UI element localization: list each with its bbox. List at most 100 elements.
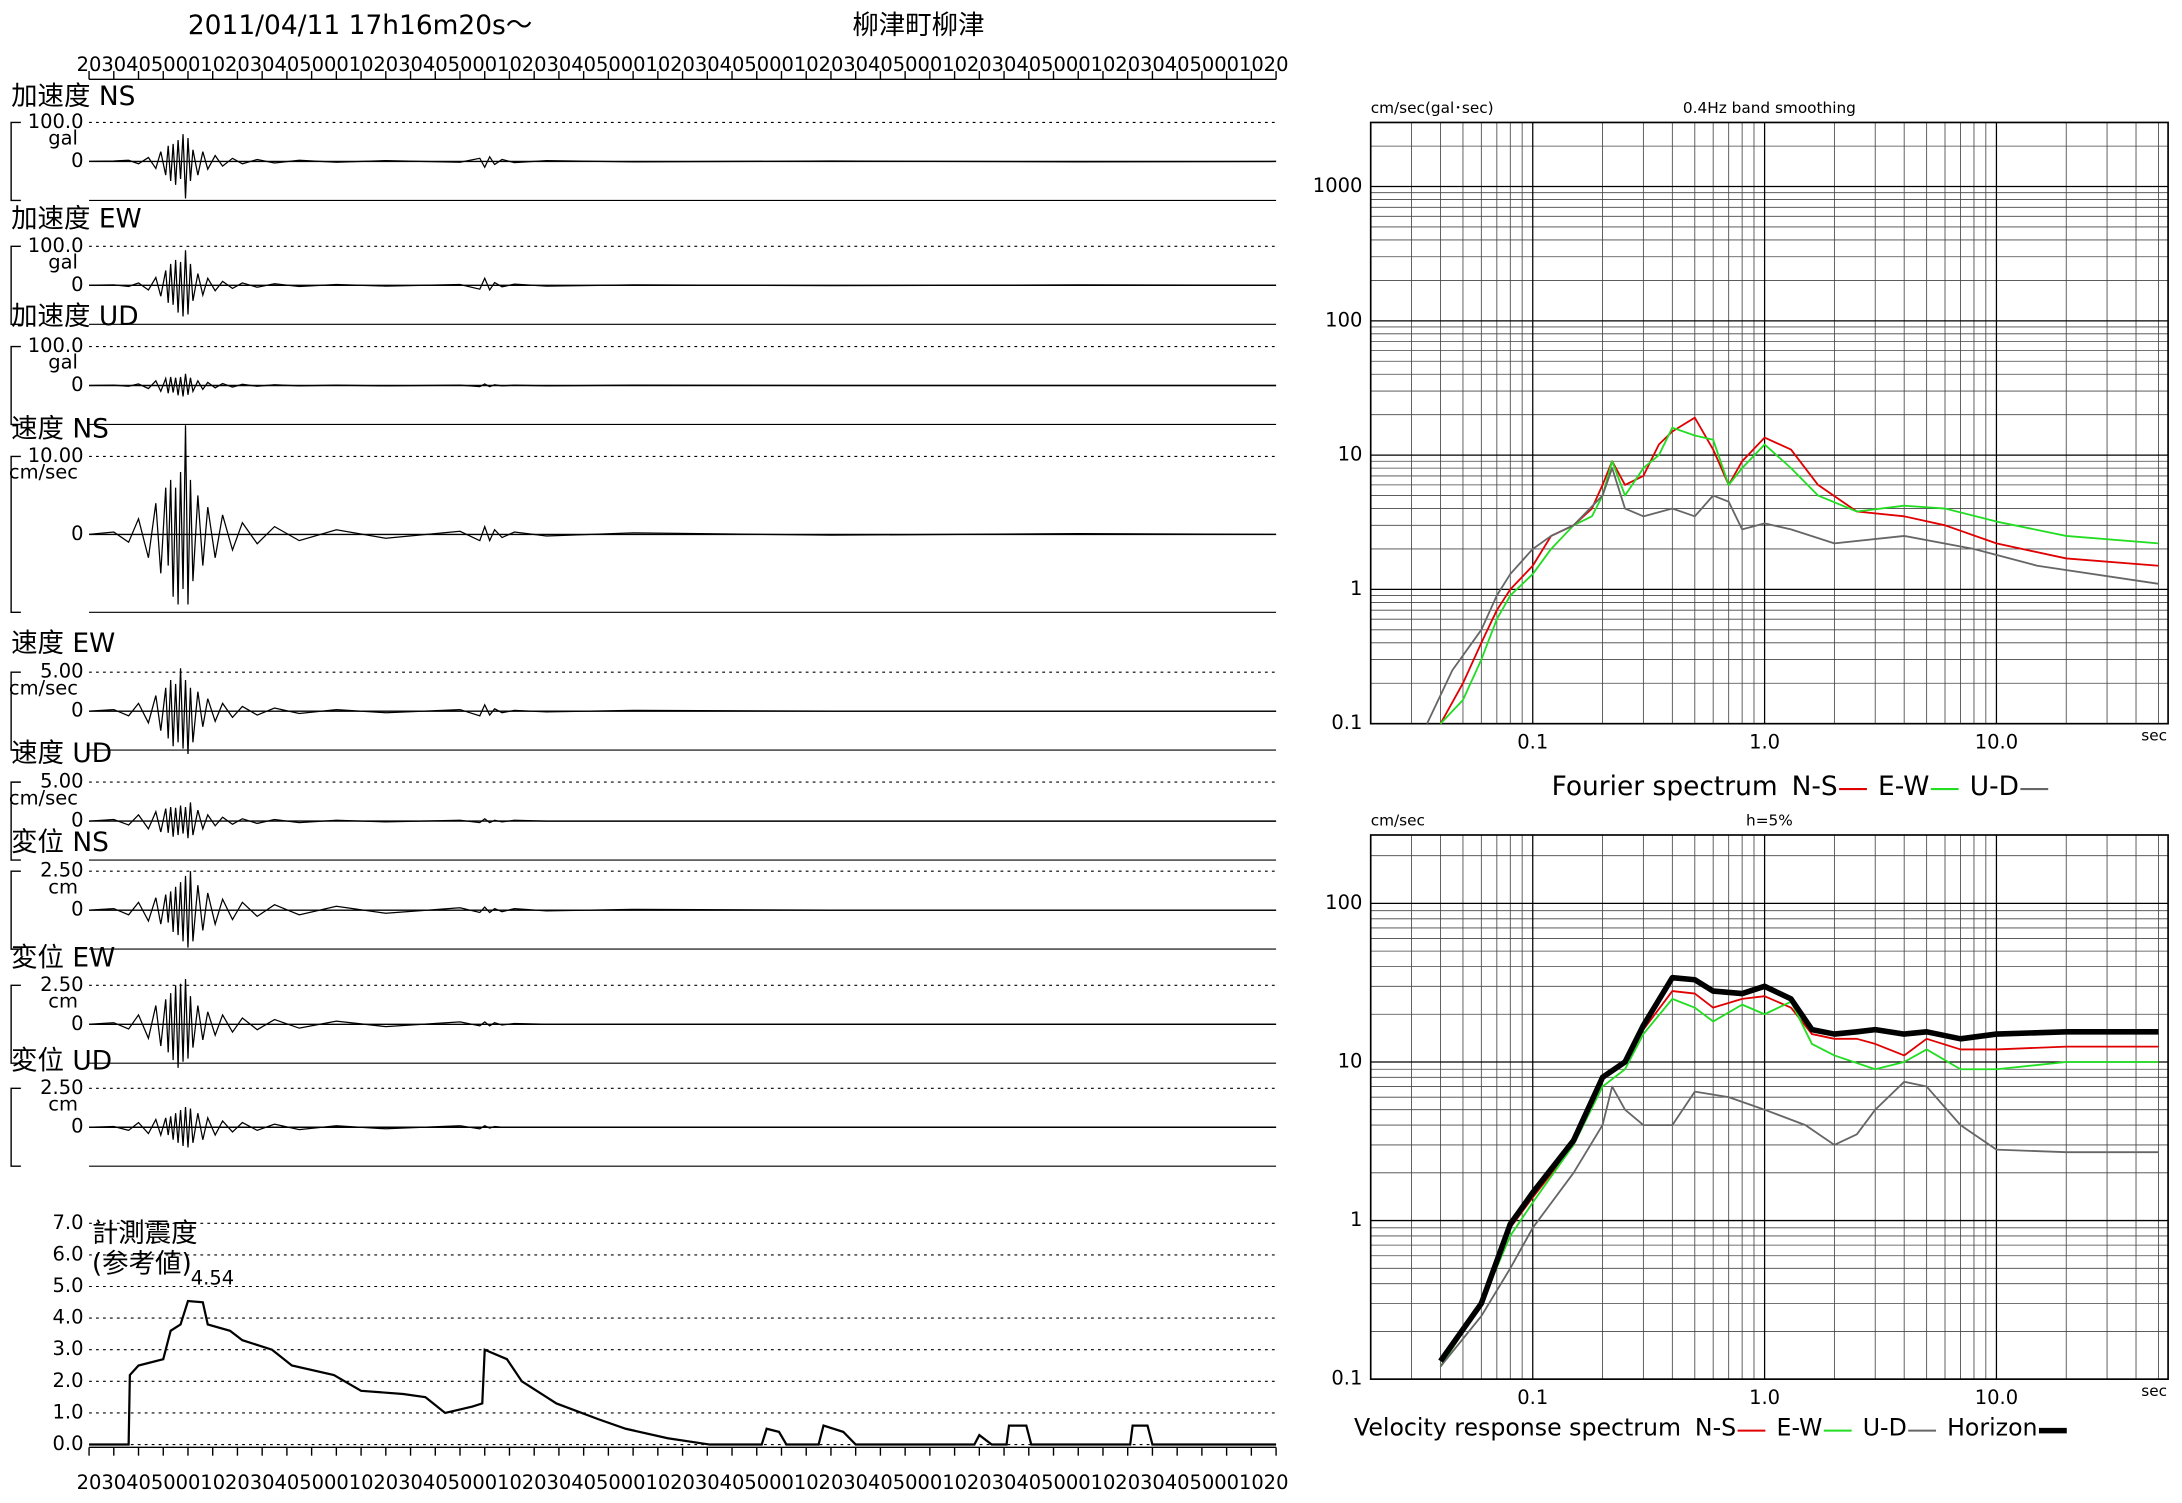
time-tick-label: 20 [373,1471,398,1494]
y-tick-label: 0 [71,149,83,172]
y-axis-label: cm/sec(gal･sec) [1371,99,1494,117]
legend-title: Velocity response spectrum [1354,1414,1681,1442]
time-tick-label: 10 [1091,1471,1116,1494]
time-tick-label: 00 [324,53,349,76]
time-tick-label: 30 [101,53,126,76]
time-tick-label: 30 [547,53,572,76]
y-tick-label: 0 [71,1012,83,1035]
panel-label: 速度 NS [11,414,109,445]
time-tick-label: 00 [1214,53,1239,76]
time-tick-label: 30 [1140,53,1165,76]
legend-label: E-W [1878,771,1929,802]
time-tick-label: 40 [423,1471,448,1494]
time-tick-label: 10 [349,53,374,76]
time-tick-label: 00 [621,1471,646,1494]
time-tick-label: 50 [299,53,324,76]
panel-bracket [10,781,21,861]
x-tick-label: 0.1 [1517,1386,1548,1409]
y-tick-label: 0 [71,373,83,396]
y-tick-label: 0 [71,1115,83,1138]
time-tick-label: 10 [645,53,670,76]
time-tick-label: 30 [843,1471,868,1494]
y-tick-label: 0 [71,699,83,722]
time-tick-label: 00 [176,1471,201,1494]
time-tick-label: 30 [398,1471,423,1494]
y-tick-label: 2.0 [53,1369,84,1392]
time-tick-label: 20 [967,53,992,76]
time-tick-label: 10 [942,1471,967,1494]
panel-bracket [10,984,21,1064]
time-tick-label: 50 [744,53,769,76]
time-tick-label: 50 [1041,53,1066,76]
spectrum-line [1439,997,2159,1368]
unit-label: cm [48,1092,78,1115]
time-tick-label: 20 [1264,1471,1289,1494]
panel-label: 変位 EW [11,942,115,973]
legend-label: E-W [1777,1414,1823,1442]
y-tick-label: 5.0 [53,1274,84,1297]
time-tick-label: 00 [472,1471,497,1494]
panel-bracket [10,455,21,614]
panel-label: 速度 EW [11,628,115,659]
unit-label: gal [48,351,78,374]
time-tick-label: 00 [1066,53,1091,76]
time-tick-label: 00 [1066,1471,1091,1494]
y-tick-label: 0 [71,809,83,832]
time-tick-label: 40 [423,53,448,76]
time-tick-label: 00 [1214,1471,1239,1494]
spectrum-line [1426,467,2159,725]
y-tick-label: 0 [71,273,83,296]
time-tick-label: 40 [1165,53,1190,76]
waveform [89,802,1277,839]
unit-label: cm/sec [9,676,78,699]
time-tick-label: 20 [670,53,695,76]
plot-frame [1369,121,2169,725]
y-tick-label: 10 [1338,443,1363,466]
time-tick-label: 20 [1115,1471,1140,1494]
time-tick-label: 20 [522,53,547,76]
y-tick-label: 0.1 [1331,1367,1362,1390]
waveform [89,871,1277,948]
y-axis-label: cm/sec [1371,812,1425,830]
time-tick-label: 20 [670,1471,695,1494]
time-tick-label: 50 [448,1471,473,1494]
time-tick-label: 30 [101,1471,126,1494]
waveform [89,250,1277,317]
time-tick-label: 00 [176,53,201,76]
time-tick-label: 40 [571,53,596,76]
spectrum-line [1439,990,2159,1368]
y-tick-label: 0 [71,522,83,545]
y-tick-label: 6.0 [53,1242,84,1265]
x-tick-label: 10.0 [1975,1386,2018,1409]
time-tick-label: 40 [868,1471,893,1494]
legend-label: U-D [1863,1414,1907,1442]
spectrum-line [1439,1080,2159,1368]
time-tick-label: 20 [819,1471,844,1494]
legend-title: Fourier spectrum [1552,771,1778,802]
y-tick-label: 1.0 [53,1400,84,1423]
time-tick-label: 20 [819,53,844,76]
station-name: 柳津町柳津 [852,10,984,41]
time-tick-label: 20 [77,53,102,76]
time-tick-label: 40 [126,1471,151,1494]
y-tick-label: 10 [1338,1049,1363,1072]
time-tick-label: 10 [794,53,819,76]
unit-label: gal [48,127,78,150]
unit-label: cm/sec [9,461,78,484]
time-tick-label: 40 [1016,53,1041,76]
y-tick-label: 1000 [1313,174,1363,197]
time-tick-label: 30 [695,53,720,76]
time-tick-label: 40 [1016,1471,1041,1494]
y-tick-label: 3.0 [53,1337,84,1360]
y-tick-label: 4.0 [53,1306,84,1329]
x-axis-label: sec [2141,1382,2167,1400]
waveform [89,1106,1277,1148]
time-tick-label: 40 [275,53,300,76]
peak-label: 4.54 [191,1266,234,1289]
y-tick-label: 100.0 [28,234,84,257]
time-tick-label: 20 [225,53,250,76]
time-tick-label: 00 [621,53,646,76]
waveform [89,425,1277,605]
spectrum-line [1438,974,2159,1363]
